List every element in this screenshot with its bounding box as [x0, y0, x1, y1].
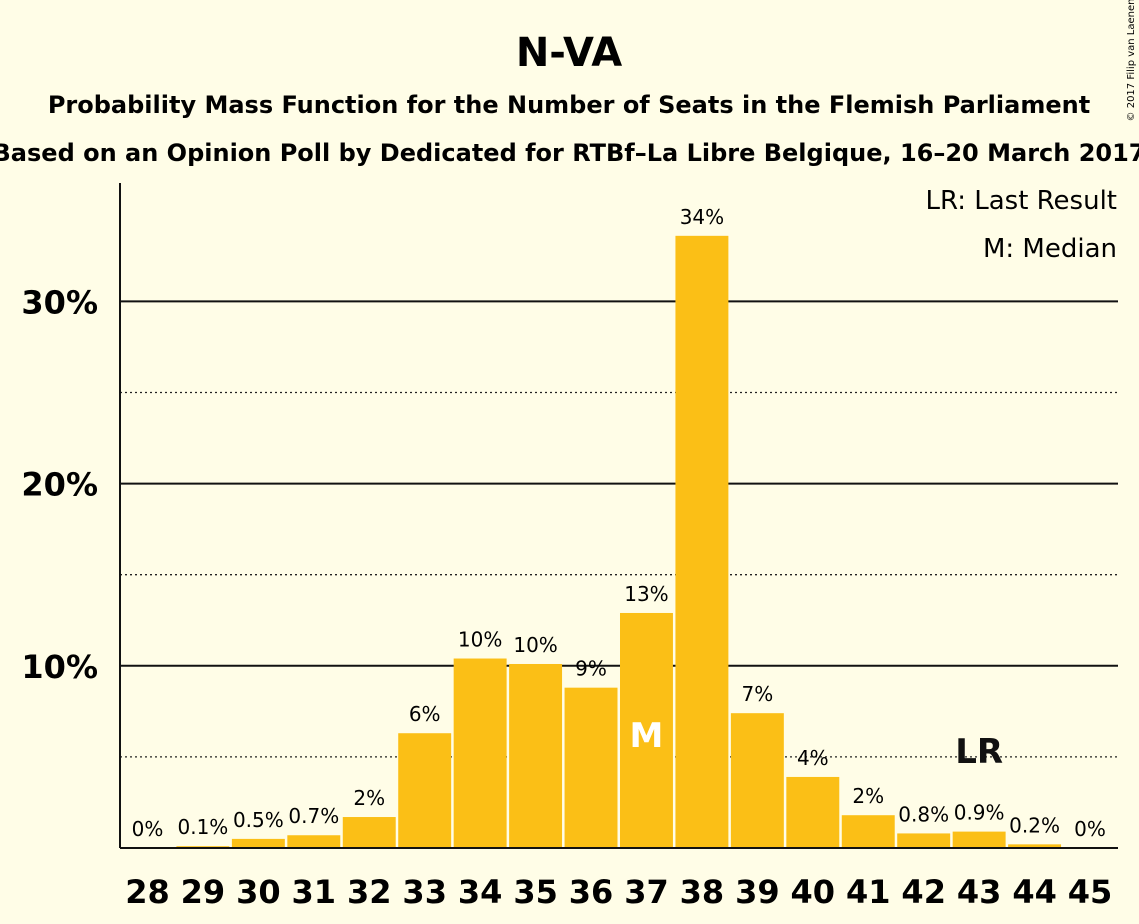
- x-tick-label: 40: [791, 873, 836, 911]
- data-label: 13%: [624, 582, 668, 606]
- data-label: 0.7%: [288, 804, 339, 828]
- data-label: 0%: [132, 817, 164, 841]
- x-tick-label: 44: [1012, 873, 1057, 911]
- bar: [287, 835, 341, 848]
- data-label: 0.8%: [898, 802, 949, 826]
- x-tick-label: 36: [569, 873, 614, 911]
- data-label: 9%: [575, 657, 607, 681]
- data-label: 0.2%: [1009, 813, 1060, 837]
- bar: [1008, 844, 1062, 848]
- bar: [786, 776, 840, 848]
- data-label: 0.9%: [954, 801, 1005, 825]
- x-tick-label: 29: [181, 873, 226, 911]
- x-tick-label: 33: [402, 873, 447, 911]
- bar: [453, 658, 507, 848]
- x-tick-label: 37: [624, 873, 669, 911]
- x-tick-label: 39: [735, 873, 780, 911]
- bar: [952, 831, 1006, 848]
- copyright-text: © 2017 Filip van Laenen: [1126, 0, 1137, 121]
- bar: [897, 833, 951, 848]
- x-tick-label: 42: [901, 873, 946, 911]
- bar: [620, 612, 673, 848]
- plot-area: 10% 20% 30% 0% 0.1% 0.5% 0.7% 2% 6% 10% 10% 9% 13% 34…: [21, 183, 1118, 911]
- x-tick-label: 38: [680, 873, 725, 911]
- bar: [342, 817, 396, 848]
- x-tick-label: 35: [513, 873, 558, 911]
- x-tick-label: 28: [125, 873, 170, 911]
- bar: [231, 838, 285, 848]
- median-marker: M: [630, 716, 664, 756]
- data-label: 6%: [409, 702, 441, 726]
- y-tick-label: 20%: [21, 466, 98, 504]
- x-tick-label: 43: [957, 873, 1002, 911]
- legend-last-result: LR: Last Result: [925, 186, 1117, 216]
- data-label: 2%: [353, 786, 385, 810]
- bar: [675, 235, 729, 848]
- data-label: 0.5%: [233, 808, 284, 832]
- data-label: 0.1%: [178, 815, 229, 839]
- data-label: 10%: [513, 633, 557, 657]
- bar: [730, 713, 784, 848]
- last-result-marker: LR: [955, 732, 1003, 772]
- legend-median: M: Median: [983, 234, 1117, 264]
- x-tick-label: 32: [347, 873, 392, 911]
- x-tick-label: 41: [846, 873, 891, 911]
- data-label: 34%: [680, 205, 724, 229]
- x-tick-label: 34: [458, 873, 503, 911]
- chart-title: N-VA: [516, 30, 622, 76]
- y-tick-label: 10%: [21, 648, 98, 686]
- data-label: 4%: [797, 746, 829, 770]
- bar: [564, 687, 618, 848]
- bar: [398, 733, 452, 848]
- y-tick-label: 30%: [21, 283, 98, 321]
- bar: [841, 815, 895, 848]
- data-label: 2%: [852, 784, 884, 808]
- data-label: 7%: [741, 682, 773, 706]
- data-label: 0%: [1074, 817, 1106, 841]
- x-tick-label: 30: [236, 873, 281, 911]
- chart-subtitle: Probability Mass Function for the Number…: [48, 91, 1090, 119]
- data-label: 10%: [458, 628, 502, 652]
- x-tick-label: 31: [292, 873, 337, 911]
- x-tick-label: 45: [1068, 873, 1113, 911]
- bar: [509, 663, 563, 848]
- chart-subtitle-2: Based on an Opinion Poll by Dedicated fo…: [0, 139, 1139, 167]
